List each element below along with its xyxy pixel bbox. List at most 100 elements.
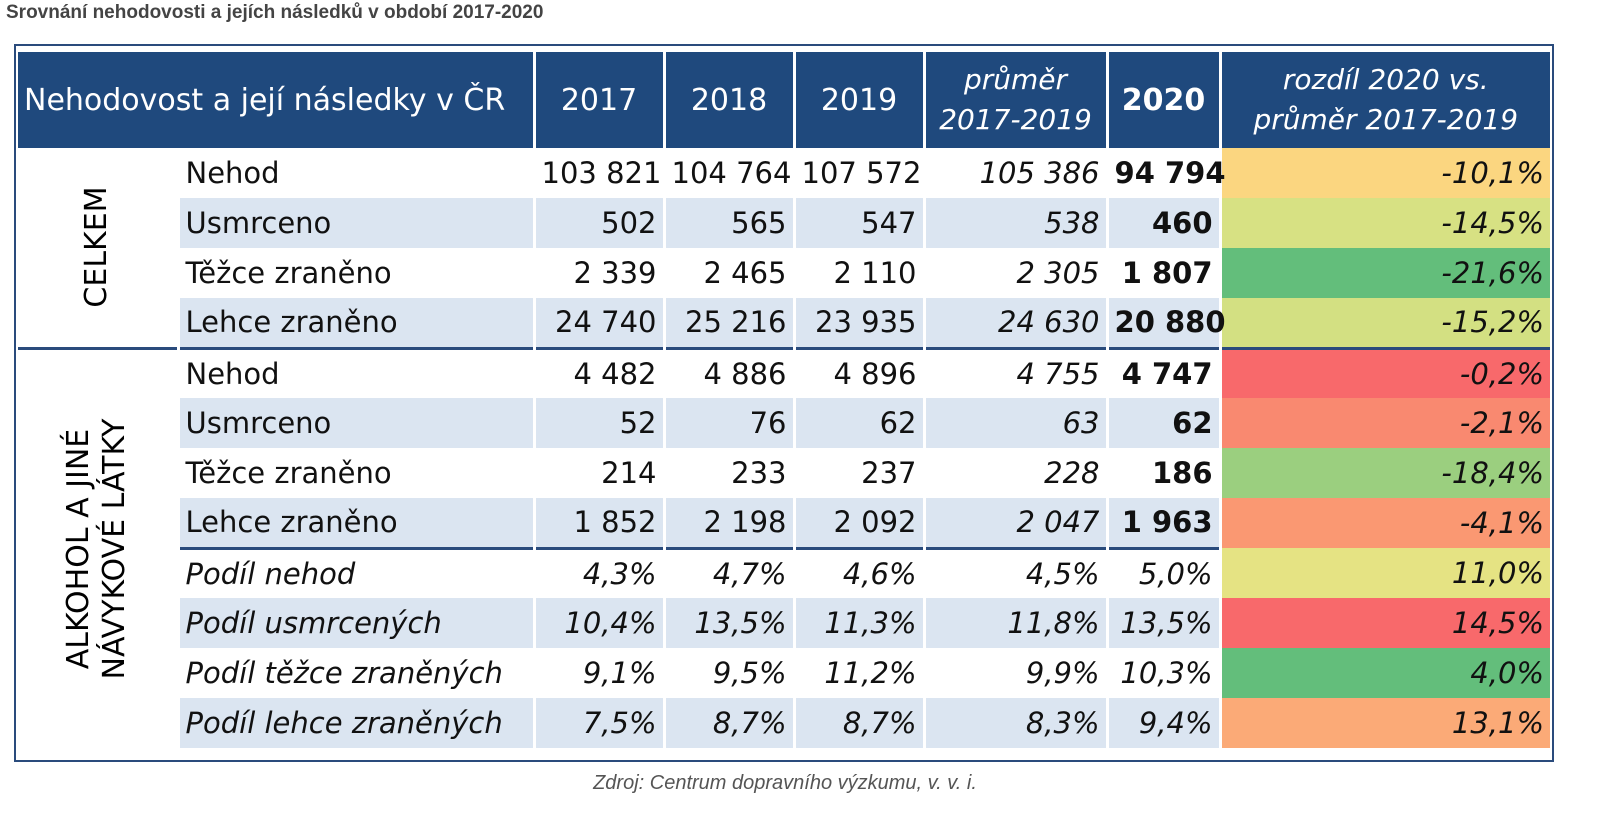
cell-v2018: 104 764 (664, 148, 796, 198)
table-row: Podíl usmrcených 10,4% 13,5% 11,3% 11,8% 13,5… (18, 598, 1551, 648)
group-label: ALKOHOL A JINÉ NÁVYKOVÉ LÁTKY (61, 418, 133, 679)
row-label: Podíl nehod (178, 546, 536, 598)
cell-v2017: 52 (534, 398, 666, 448)
cell-difference: -14,5% (1220, 198, 1551, 248)
cell-v2020: 460 (1107, 198, 1222, 248)
cell-v2018: 565 (664, 198, 796, 248)
cell-v2017: 103 821 (534, 148, 666, 198)
cell-v2019: 2 110 (794, 248, 926, 298)
cell-difference: -15,2% (1220, 298, 1551, 348)
cell-v2017: 7,5% (534, 698, 666, 748)
group-alkohol: ALKOHOL A JINÉ NÁVYKOVÉ LÁTKY (18, 346, 180, 748)
accident-table: Nehodovost a její následky v ČR 2017 201… (18, 52, 1551, 748)
cell-avg: 538 (924, 198, 1109, 248)
cell-v2019: 107 572 (794, 148, 926, 198)
row-label: Usmrceno (178, 198, 536, 248)
cell-avg: 228 (924, 448, 1109, 498)
cell-avg: 105 386 (924, 148, 1109, 198)
cell-v2019: 547 (794, 198, 926, 248)
row-label: Těžce zraněno (178, 248, 536, 298)
row-label: Lehce zraněno (178, 498, 536, 548)
header-average-line1: průměr (963, 63, 1068, 96)
header-2018: 2018 (664, 52, 796, 148)
source-note: Zdroj: Centrum dopravního výzkumu, v. v.… (593, 772, 977, 794)
cell-v2019: 8,7% (794, 698, 926, 748)
header-2017: 2017 (534, 52, 666, 148)
cell-v2019: 2 092 (794, 498, 926, 548)
cell-avg: 24 630 (924, 298, 1109, 348)
cell-avg: 2 047 (924, 498, 1109, 548)
chart-caption: Srovnání nehodovosti a jejích následků v… (6, 2, 544, 23)
row-label: Nehod (178, 148, 536, 198)
table-row: Podíl těžce zraněných 9,1% 9,5% 11,2% 9,9% 10… (18, 648, 1551, 698)
cell-v2017: 502 (534, 198, 666, 248)
cell-v2019: 62 (794, 398, 926, 448)
table-row: Lehce zraněno 24 740 25 216 23 935 24 630 20 … (18, 298, 1551, 348)
cell-v2020: 1 807 (1107, 248, 1222, 298)
cell-v2019: 23 935 (794, 298, 926, 348)
cell-v2020: 4 747 (1107, 346, 1222, 398)
group-label-line: NÁVYKOVÉ LÁTKY (97, 418, 133, 680)
cell-v2017: 9,1% (534, 648, 666, 698)
cell-avg: 4,5% (924, 546, 1109, 598)
row-label: Usmrceno (178, 398, 536, 448)
table-row: ALKOHOL A JINÉ NÁVYKOVÉ LÁTKY Nehod 4 482 4 … (18, 346, 1551, 748)
header-average: průměr 2017-2019 (924, 52, 1109, 148)
cell-v2017: 10,4% (534, 598, 666, 648)
group-label: CELKEM (79, 187, 115, 308)
group-label-line: ALKOHOL A JINÉ (61, 428, 97, 669)
cell-v2018: 13,5% (664, 598, 796, 648)
group-celkem: CELKEM (18, 148, 180, 348)
cell-v2018: 9,5% (664, 648, 796, 698)
row-label: Podíl usmrcených (178, 598, 536, 648)
cell-difference: 13,1% (1220, 698, 1551, 748)
header-2020: 2020 (1107, 52, 1222, 148)
cell-v2018: 233 (664, 448, 796, 498)
table-row: Usmrceno 502 565 547 538 460 -14,5% (18, 198, 1551, 248)
cell-v2019: 4,6% (794, 546, 926, 598)
cell-v2020: 186 (1107, 448, 1222, 498)
table-row: Těžce zraněno 214 233 237 228 186 -18,4% (18, 448, 1551, 498)
cell-v2018: 4 886 (664, 346, 796, 398)
header-difference-line2: průměr 2017-2019 (1253, 103, 1519, 136)
header-difference-line1: rozdíl 2020 vs. (1282, 63, 1489, 96)
cell-avg: 9,9% (924, 648, 1109, 698)
cell-v2020: 9,4% (1107, 698, 1222, 748)
cell-v2017: 1 852 (534, 498, 666, 548)
cell-v2020: 5,0% (1107, 546, 1222, 598)
cell-v2020: 94 794 (1107, 148, 1226, 198)
table-row: CELKEM Nehod 103 821 104 764 107 572 105 386 9… (18, 148, 1551, 348)
cell-difference: 14,5% (1220, 598, 1551, 648)
cell-v2020: 62 (1107, 398, 1222, 448)
cell-avg: 2 305 (924, 248, 1109, 298)
cell-avg: 63 (924, 398, 1109, 448)
row-label: Podíl těžce zraněných (178, 648, 536, 698)
table-body: CELKEM Nehod 103 821 104 764 107 572 105 386 9… (18, 148, 1551, 748)
table-row: Těžce zraněno 2 339 2 465 2 110 2 305 1 807 -2… (18, 248, 1551, 298)
cell-v2018: 4,7% (664, 546, 796, 598)
cell-v2019: 11,3% (794, 598, 926, 648)
cell-v2017: 2 339 (534, 248, 666, 298)
cell-difference: -2,1% (1220, 398, 1551, 448)
cell-difference: -18,4% (1220, 448, 1551, 498)
cell-difference: 4,0% (1220, 648, 1551, 698)
cell-avg: 8,3% (924, 698, 1109, 748)
cell-avg: 11,8% (924, 598, 1109, 648)
table-row: Lehce zraněno 1 852 2 198 2 092 2 047 1 963 -4… (18, 498, 1551, 548)
header-row: Nehodovost a její následky v ČR 2017 201… (18, 52, 1551, 148)
cell-v2018: 2 465 (664, 248, 796, 298)
cell-v2020: 20 880 (1107, 298, 1226, 348)
cell-difference: -10,1% (1220, 148, 1551, 198)
cell-v2020: 1 963 (1107, 498, 1222, 548)
cell-v2017: 214 (534, 448, 666, 498)
table-row: Podíl nehod 4,3% 4,7% 4,6% 4,5% 5,0% 11,0% (18, 546, 1551, 598)
cell-v2018: 76 (664, 398, 796, 448)
cell-v2019: 11,2% (794, 648, 926, 698)
header-difference: rozdíl 2020 vs. průměr 2017-2019 (1220, 52, 1551, 148)
header-average-line2: 2017-2019 (939, 103, 1092, 136)
row-label: Těžce zraněno (178, 448, 536, 498)
cell-v2020: 10,3% (1107, 648, 1222, 698)
cell-v2019: 4 896 (794, 346, 926, 398)
cell-v2018: 25 216 (664, 298, 796, 348)
group-label-line: CELKEM (79, 186, 115, 308)
